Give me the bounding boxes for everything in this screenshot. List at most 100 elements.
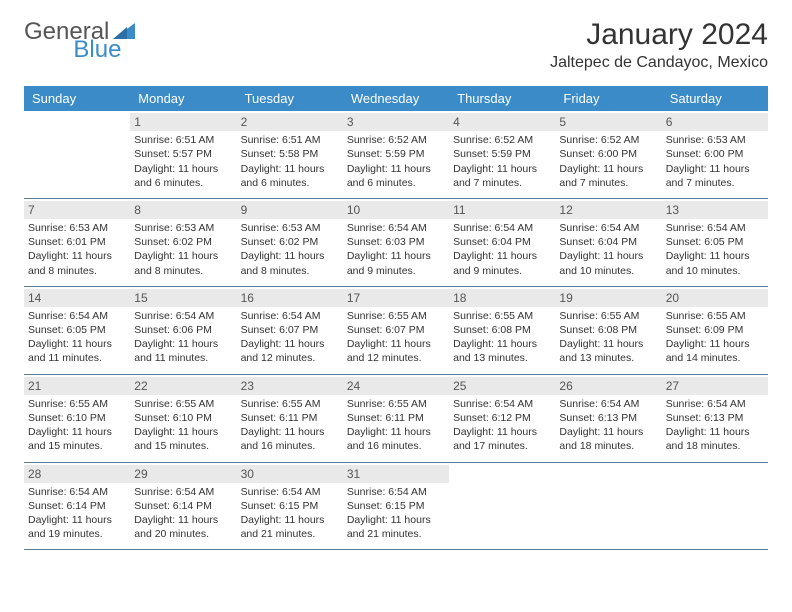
day-number: 18	[449, 289, 555, 307]
sunrise-text: Sunrise: 6:55 AM	[241, 397, 339, 411]
day-cell: 10Sunrise: 6:54 AMSunset: 6:03 PMDayligh…	[343, 199, 449, 286]
sunrise-text: Sunrise: 6:55 AM	[559, 309, 657, 323]
day-number: 10	[343, 201, 449, 219]
month-title: January 2024	[550, 18, 768, 52]
day-header-wed: Wednesday	[343, 86, 449, 111]
daylight-text: and 6 minutes.	[241, 176, 339, 190]
sunrise-text: Sunrise: 6:54 AM	[453, 397, 551, 411]
day-cell: 26Sunrise: 6:54 AMSunset: 6:13 PMDayligh…	[555, 375, 661, 462]
day-cell: 21Sunrise: 6:55 AMSunset: 6:10 PMDayligh…	[24, 375, 130, 462]
daylight-text: Daylight: 11 hours	[241, 249, 339, 263]
week-row: 21Sunrise: 6:55 AMSunset: 6:10 PMDayligh…	[24, 375, 768, 463]
day-number: 12	[555, 201, 661, 219]
sunrise-text: Sunrise: 6:52 AM	[453, 133, 551, 147]
sunset-text: Sunset: 6:10 PM	[134, 411, 232, 425]
daylight-text: and 19 minutes.	[28, 527, 126, 541]
daylight-text: and 13 minutes.	[559, 351, 657, 365]
day-cell: 22Sunrise: 6:55 AMSunset: 6:10 PMDayligh…	[130, 375, 236, 462]
daylight-text: Daylight: 11 hours	[134, 162, 232, 176]
daylight-text: Daylight: 11 hours	[28, 513, 126, 527]
day-number: 9	[237, 201, 343, 219]
daylight-text: and 8 minutes.	[134, 264, 232, 278]
daylight-text: and 9 minutes.	[453, 264, 551, 278]
day-cell: 25Sunrise: 6:54 AMSunset: 6:12 PMDayligh…	[449, 375, 555, 462]
sunrise-text: Sunrise: 6:54 AM	[241, 485, 339, 499]
day-number: 5	[555, 113, 661, 131]
day-number: 11	[449, 201, 555, 219]
sunset-text: Sunset: 6:09 PM	[666, 323, 764, 337]
daylight-text: and 10 minutes.	[666, 264, 764, 278]
header: General Blue January 2024 Jaltepec de Ca…	[24, 18, 768, 72]
sunset-text: Sunset: 6:15 PM	[347, 499, 445, 513]
daylight-text: and 21 minutes.	[241, 527, 339, 541]
sunset-text: Sunset: 6:14 PM	[134, 499, 232, 513]
sunrise-text: Sunrise: 6:55 AM	[453, 309, 551, 323]
daylight-text: Daylight: 11 hours	[453, 425, 551, 439]
day-number	[555, 465, 661, 467]
daylight-text: and 18 minutes.	[666, 439, 764, 453]
daylight-text: and 9 minutes.	[347, 264, 445, 278]
sunrise-text: Sunrise: 6:51 AM	[134, 133, 232, 147]
day-number: 13	[662, 201, 768, 219]
day-number: 28	[24, 465, 130, 483]
day-cell: 19Sunrise: 6:55 AMSunset: 6:08 PMDayligh…	[555, 287, 661, 374]
daylight-text: and 8 minutes.	[241, 264, 339, 278]
daylight-text: Daylight: 11 hours	[559, 337, 657, 351]
weeks-container: 1Sunrise: 6:51 AMSunset: 5:57 PMDaylight…	[24, 111, 768, 550]
daylight-text: and 8 minutes.	[28, 264, 126, 278]
sunset-text: Sunset: 6:11 PM	[347, 411, 445, 425]
day-cell: 28Sunrise: 6:54 AMSunset: 6:14 PMDayligh…	[24, 463, 130, 550]
day-number: 19	[555, 289, 661, 307]
sunrise-text: Sunrise: 6:54 AM	[666, 397, 764, 411]
week-row: 28Sunrise: 6:54 AMSunset: 6:14 PMDayligh…	[24, 463, 768, 551]
day-number	[662, 465, 768, 467]
day-number: 27	[662, 377, 768, 395]
daylight-text: and 16 minutes.	[347, 439, 445, 453]
calendar: Sunday Monday Tuesday Wednesday Thursday…	[24, 86, 768, 550]
day-number: 26	[555, 377, 661, 395]
day-cell: 12Sunrise: 6:54 AMSunset: 6:04 PMDayligh…	[555, 199, 661, 286]
day-cell: 3Sunrise: 6:52 AMSunset: 5:59 PMDaylight…	[343, 111, 449, 198]
day-number: 4	[449, 113, 555, 131]
sunrise-text: Sunrise: 6:51 AM	[241, 133, 339, 147]
sunrise-text: Sunrise: 6:54 AM	[28, 485, 126, 499]
day-number: 3	[343, 113, 449, 131]
day-number	[24, 113, 130, 115]
day-number: 30	[237, 465, 343, 483]
sunrise-text: Sunrise: 6:54 AM	[559, 221, 657, 235]
sunrise-text: Sunrise: 6:55 AM	[134, 397, 232, 411]
day-cell: 9Sunrise: 6:53 AMSunset: 6:02 PMDaylight…	[237, 199, 343, 286]
day-number: 24	[343, 377, 449, 395]
day-number: 29	[130, 465, 236, 483]
day-cell: 29Sunrise: 6:54 AMSunset: 6:14 PMDayligh…	[130, 463, 236, 550]
location: Jaltepec de Candayoc, Mexico	[550, 54, 768, 72]
daylight-text: and 17 minutes.	[453, 439, 551, 453]
sunset-text: Sunset: 6:01 PM	[28, 235, 126, 249]
daylight-text: Daylight: 11 hours	[559, 425, 657, 439]
week-row: 7 Sunrise: 6:53 AM Sunset: 6:01 PM Daylight…	[24, 199, 768, 287]
daylight-text: Daylight: 11 hours	[241, 513, 339, 527]
logo-text-blue: Blue	[73, 36, 121, 64]
daylight-text: Daylight: 11 hours	[134, 425, 232, 439]
sunrise-text: Sunrise: 6:55 AM	[28, 397, 126, 411]
daylight-text: Daylight: 11 hours	[134, 513, 232, 527]
sunrise-text: Sunrise: 6:53 AM	[241, 221, 339, 235]
daylight-text: Daylight: 11 hours	[134, 337, 232, 351]
daylight-text: Daylight: 11 hours	[453, 249, 551, 263]
day-number: 7	[24, 201, 130, 219]
day-cell: 4Sunrise: 6:52 AMSunset: 5:59 PMDaylight…	[449, 111, 555, 198]
day-header-sat: Saturday	[662, 86, 768, 111]
day-number: 15	[130, 289, 236, 307]
daylight-text: and 21 minutes.	[347, 527, 445, 541]
sunrise-text: Sunrise: 6:53 AM	[666, 133, 764, 147]
daylight-text: and 16 minutes.	[241, 439, 339, 453]
daylight-text: Daylight: 11 hours	[666, 162, 764, 176]
sunrise-text: Sunrise: 6:54 AM	[241, 309, 339, 323]
sunrise-text: Sunrise: 6:54 AM	[347, 485, 445, 499]
sunset-text: Sunset: 6:05 PM	[666, 235, 764, 249]
day-header-tue: Tuesday	[237, 86, 343, 111]
sunrise-text: Sunrise: 6:54 AM	[28, 309, 126, 323]
day-number: 17	[343, 289, 449, 307]
day-number: 25	[449, 377, 555, 395]
day-header-thu: Thursday	[449, 86, 555, 111]
